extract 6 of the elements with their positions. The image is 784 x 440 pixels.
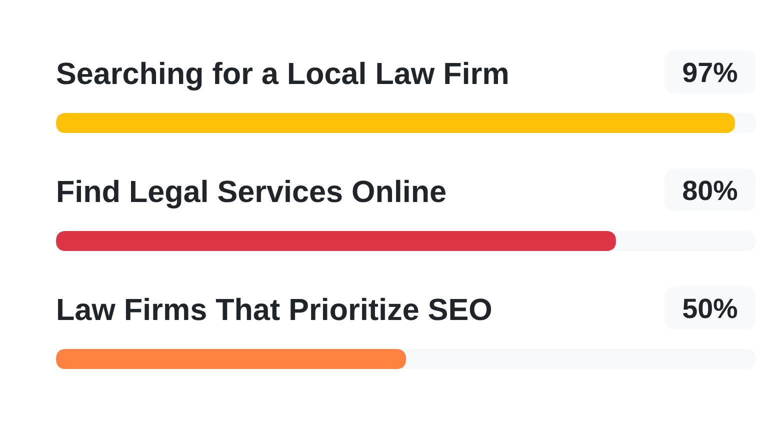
y-tick-label: Law Firms That Prioritize SEO [58, 298, 492, 320]
data-label: 80% [683, 180, 738, 200]
y-tick-label: Searching for a Local Law Firm [56, 62, 508, 90]
data-label: 97% [683, 62, 738, 82]
y-tick-label: Find Legal Services Online [58, 180, 446, 208]
data-label: 50% [683, 298, 738, 318]
